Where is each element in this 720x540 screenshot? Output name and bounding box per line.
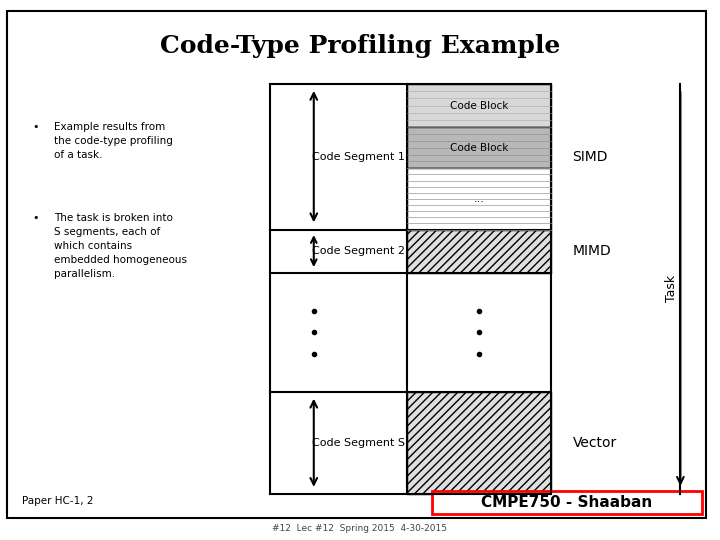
- Text: Paper HC-1, 2: Paper HC-1, 2: [22, 496, 93, 506]
- Text: CMPE750 - Shaaban: CMPE750 - Shaaban: [481, 495, 652, 510]
- Bar: [432, 491, 702, 514]
- Bar: [407, 392, 551, 494]
- Text: Code Segment 2: Code Segment 2: [312, 246, 405, 256]
- Text: SIMD: SIMD: [572, 150, 608, 164]
- Text: Code Block: Code Block: [449, 100, 508, 111]
- Text: Code Segment S: Code Segment S: [312, 438, 405, 448]
- Text: Task: Task: [665, 275, 678, 302]
- Bar: [407, 84, 551, 127]
- Text: The task is broken into
S segments, each of
which contains
embedded homogeneous
: The task is broken into S segments, each…: [54, 213, 187, 279]
- Text: Code Block: Code Block: [449, 143, 508, 153]
- Text: ...: ...: [473, 194, 485, 204]
- Bar: [407, 127, 551, 168]
- Text: •: •: [32, 122, 39, 132]
- Bar: [407, 230, 551, 273]
- Text: MIMD: MIMD: [572, 244, 611, 258]
- Text: Example results from
the code-type profiling
of a task.: Example results from the code-type profi…: [54, 122, 173, 159]
- Text: •: •: [32, 213, 39, 224]
- Text: Vector: Vector: [572, 436, 616, 450]
- Text: Code-Type Profiling Example: Code-Type Profiling Example: [160, 34, 560, 58]
- Bar: [407, 168, 551, 230]
- Text: #12  Lec #12  Spring 2015  4-30-2015: #12 Lec #12 Spring 2015 4-30-2015: [272, 524, 448, 532]
- Text: Code Segment 1: Code Segment 1: [312, 152, 405, 161]
